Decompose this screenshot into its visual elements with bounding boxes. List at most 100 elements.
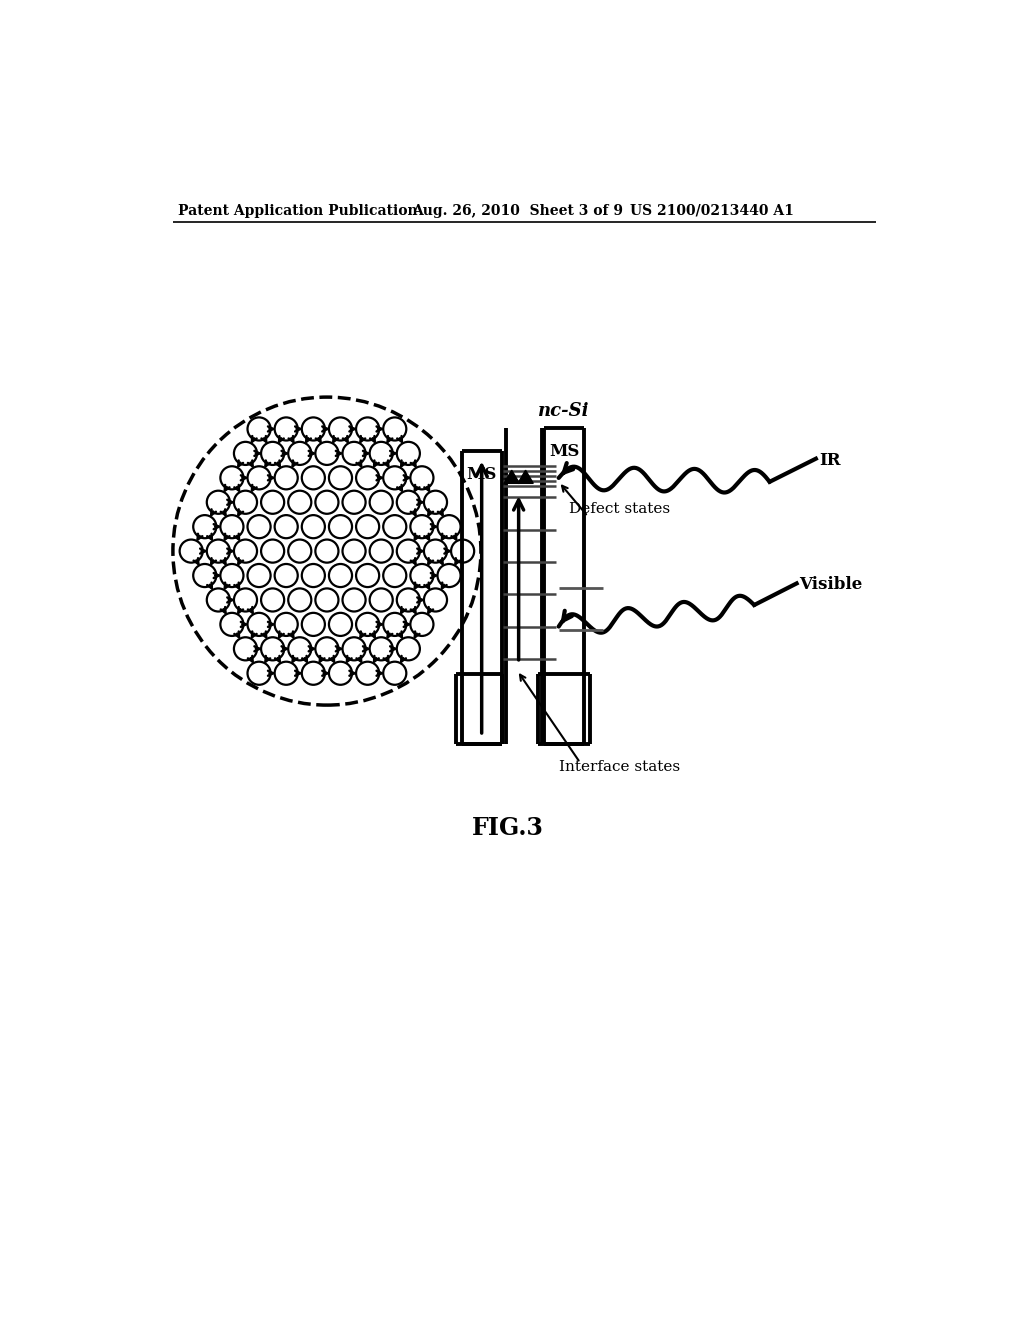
Circle shape: [288, 442, 311, 465]
Circle shape: [233, 638, 257, 660]
Circle shape: [396, 638, 420, 660]
Circle shape: [288, 491, 311, 513]
Circle shape: [315, 491, 339, 513]
Circle shape: [424, 491, 447, 513]
Circle shape: [411, 564, 433, 587]
Circle shape: [302, 515, 325, 539]
Text: MS: MS: [549, 442, 580, 459]
Circle shape: [288, 589, 311, 611]
Circle shape: [411, 612, 433, 636]
Circle shape: [342, 638, 366, 660]
Circle shape: [261, 442, 285, 465]
Circle shape: [329, 417, 352, 441]
Circle shape: [274, 466, 298, 490]
Circle shape: [370, 442, 393, 465]
Circle shape: [261, 491, 285, 513]
Circle shape: [302, 466, 325, 490]
Circle shape: [452, 540, 474, 562]
Circle shape: [370, 638, 393, 660]
Text: IR: IR: [819, 451, 841, 469]
Circle shape: [315, 589, 339, 611]
Circle shape: [315, 638, 339, 660]
Circle shape: [274, 417, 298, 441]
Circle shape: [248, 466, 270, 490]
Circle shape: [383, 661, 407, 685]
Circle shape: [437, 564, 461, 587]
Circle shape: [220, 466, 244, 490]
Circle shape: [207, 589, 230, 611]
Circle shape: [329, 466, 352, 490]
Circle shape: [396, 540, 420, 562]
Circle shape: [194, 515, 216, 539]
Circle shape: [383, 417, 407, 441]
Circle shape: [424, 540, 447, 562]
Circle shape: [248, 612, 270, 636]
Circle shape: [383, 612, 407, 636]
Polygon shape: [504, 470, 519, 483]
Circle shape: [248, 417, 270, 441]
Circle shape: [383, 564, 407, 587]
Circle shape: [302, 564, 325, 587]
Text: nc-Si: nc-Si: [539, 403, 590, 420]
Text: MS: MS: [467, 466, 497, 483]
Circle shape: [261, 540, 285, 562]
Polygon shape: [518, 470, 534, 483]
Circle shape: [288, 540, 311, 562]
Circle shape: [233, 540, 257, 562]
Circle shape: [220, 515, 244, 539]
Circle shape: [437, 515, 461, 539]
Circle shape: [248, 515, 270, 539]
Circle shape: [356, 515, 379, 539]
Text: Aug. 26, 2010  Sheet 3 of 9: Aug. 26, 2010 Sheet 3 of 9: [412, 203, 623, 218]
Circle shape: [207, 540, 230, 562]
Circle shape: [274, 564, 298, 587]
Text: Interface states: Interface states: [559, 760, 680, 774]
Circle shape: [179, 540, 203, 562]
Circle shape: [383, 515, 407, 539]
Circle shape: [356, 417, 379, 441]
Circle shape: [329, 661, 352, 685]
Circle shape: [356, 661, 379, 685]
Circle shape: [302, 417, 325, 441]
Circle shape: [383, 466, 407, 490]
Circle shape: [329, 612, 352, 636]
Circle shape: [329, 564, 352, 587]
Circle shape: [356, 612, 379, 636]
Circle shape: [329, 515, 352, 539]
Circle shape: [370, 540, 393, 562]
Circle shape: [302, 612, 325, 636]
Circle shape: [207, 491, 230, 513]
Circle shape: [342, 442, 366, 465]
Circle shape: [411, 466, 433, 490]
Circle shape: [261, 589, 285, 611]
Text: Defect states: Defect states: [568, 502, 670, 516]
Circle shape: [342, 540, 366, 562]
Circle shape: [315, 442, 339, 465]
Circle shape: [233, 442, 257, 465]
Text: Patent Application Publication: Patent Application Publication: [178, 203, 418, 218]
Circle shape: [370, 491, 393, 513]
Circle shape: [274, 612, 298, 636]
Circle shape: [233, 491, 257, 513]
Circle shape: [396, 442, 420, 465]
Circle shape: [233, 589, 257, 611]
Circle shape: [411, 515, 433, 539]
Circle shape: [356, 466, 379, 490]
Circle shape: [248, 564, 270, 587]
Circle shape: [315, 540, 339, 562]
Circle shape: [274, 515, 298, 539]
Circle shape: [424, 589, 447, 611]
Circle shape: [288, 638, 311, 660]
Circle shape: [220, 564, 244, 587]
Text: US 2100/0213440 A1: US 2100/0213440 A1: [630, 203, 794, 218]
Circle shape: [194, 564, 216, 587]
Circle shape: [248, 661, 270, 685]
Circle shape: [274, 661, 298, 685]
Circle shape: [261, 638, 285, 660]
Circle shape: [342, 491, 366, 513]
Circle shape: [396, 491, 420, 513]
Circle shape: [370, 589, 393, 611]
Circle shape: [342, 589, 366, 611]
Circle shape: [396, 589, 420, 611]
Circle shape: [302, 661, 325, 685]
